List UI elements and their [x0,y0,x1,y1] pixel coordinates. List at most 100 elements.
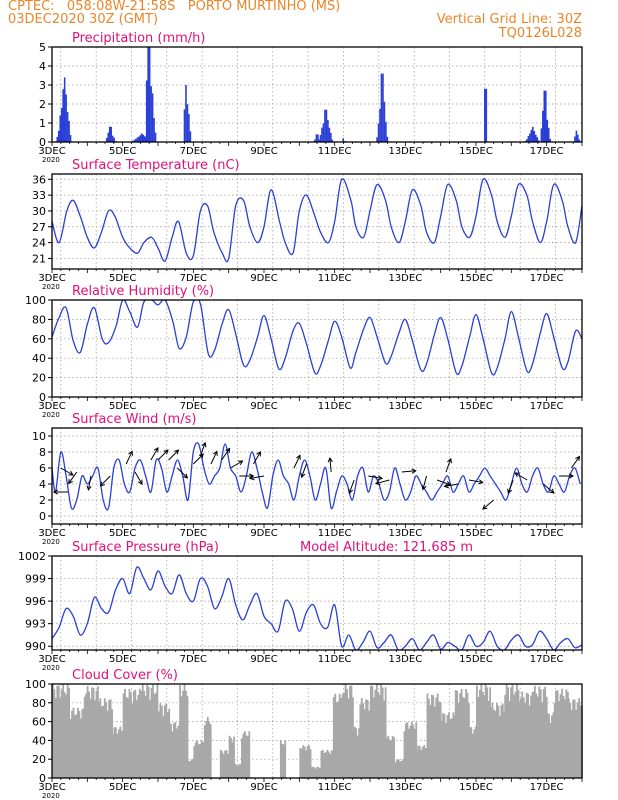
cloud-bar [360,698,363,778]
cloud-bar [460,688,463,778]
cloud-bar [116,733,119,778]
cloud-bar [108,700,111,778]
precipitation-bar [380,73,383,142]
wind-wind-arrowhead [174,449,180,455]
cloud-bar [134,689,137,778]
wind-wind-arrow [157,449,169,461]
wind-wind-arrowhead [238,460,244,466]
precipitation-x-tick-label: 17DEC [530,146,564,157]
cloud-bar [174,722,177,778]
cloud-bar [52,684,54,778]
temperature-x-tick-label: 7DEC [180,273,207,284]
cloud-bar [570,709,573,778]
wind-y-tick-label: 4 [39,478,46,491]
cloud-bar [463,697,466,778]
cloud-bar [353,726,356,778]
cloud-bar [119,726,122,778]
cloud-bar [75,714,78,778]
cloud-bar [375,684,378,778]
cloud-bar [146,685,149,778]
cloud-bar [329,753,332,778]
cloud-bar [165,703,168,778]
cloud-bar [534,685,536,778]
cloud-bar [471,733,474,778]
precipitation-bar [133,139,136,142]
cloud-bar [228,735,231,778]
cloud-bar [532,691,535,778]
precipitation-x-tick-label: 7DEC [180,146,207,157]
cloud-bar [476,685,478,778]
wind-wind-arrowhead [514,472,520,478]
cloud-bar [347,698,350,778]
cloud-bar [409,725,412,778]
precipitation-bar [138,136,140,142]
cloud-bar [162,715,165,778]
precipitation-y-tick-label: 0 [39,136,46,149]
precipitation-bar [382,73,384,142]
cloud-bar [430,694,433,778]
cloud-bar [576,702,579,778]
wind-wind-arrow [507,479,514,494]
cloud-bar [189,761,192,778]
cloud-bar [446,715,449,778]
cloud-bar [391,735,394,778]
precipitation-bar [63,77,66,142]
precipitation-x-tick-label: 9DEC [250,146,277,157]
cloud-bar [487,700,490,778]
wind-wind-arrowhead [212,450,218,456]
pressure-x-year-label: 2020 [42,664,60,672]
cloud-bar [160,705,163,778]
precipitation-bar [60,108,63,142]
cloud-bar [245,735,248,778]
cloud-bar [86,685,89,778]
precipitation-bar [485,88,488,142]
cloud-bar [306,746,309,778]
precipitation-bar [139,135,142,142]
cloud-bar [481,691,484,778]
cloud-bar [77,707,79,778]
cloud-bar [372,697,375,778]
wind-wind-arrow [445,458,452,473]
cloud-bar [435,697,438,778]
precipitation-bar [377,123,380,142]
cloud-bar [579,705,582,778]
precipitation-bar [542,110,544,142]
cloud-x-tick-label: 3DEC [38,782,65,793]
temperature-y-tick-label: 33 [32,189,46,202]
cloud-bar [555,690,558,778]
precipitation-panel: 0 1 2 3 4 5 3DEC 5DEC 7DEC 9DEC 11DEC 13DEC 15DEC 17D… [38,31,583,164]
cloud-bar [166,711,169,778]
cloud-bar [500,705,503,778]
cloud-bar [197,743,200,778]
cloud-bar [393,737,396,778]
cloud-bar [344,684,347,778]
pressure-x-tick-label: 13DEC [388,654,422,665]
precipitation-bar [59,115,62,142]
temperature-x-tick-label: 17DEC [530,273,564,284]
cloud-bar [65,694,68,778]
cloud-bar [159,703,162,778]
cloud-bar [322,749,324,778]
cloud-bar [62,684,65,778]
precipitation-bar [68,120,70,142]
cloud-bar [311,766,314,778]
cloud-bar [315,767,318,778]
wind-wind-arrow [125,451,133,465]
cloud-y-tick-label: 100 [25,678,46,691]
wind-wind-arrow [199,442,206,457]
cloud-bar [120,730,123,778]
wind-wind-arrow [150,447,159,461]
cloud-bar [318,767,321,778]
wind-y-tick-label: 6 [39,462,46,475]
cloud-bar [370,686,372,778]
wind-y-tick-label: 10 [32,430,46,443]
precipitation-bar [154,132,157,142]
cloud-title: Cloud Cover (%) [72,668,178,683]
precipitation-y-tick-label: 3 [39,79,46,92]
cloud-bar [94,700,96,778]
precipitation-bar [189,131,192,142]
cloud-bar [445,723,447,778]
cloud-bar [387,735,390,778]
cloud-bar [95,690,98,778]
cloud-y-tick-label: 60 [32,716,46,729]
